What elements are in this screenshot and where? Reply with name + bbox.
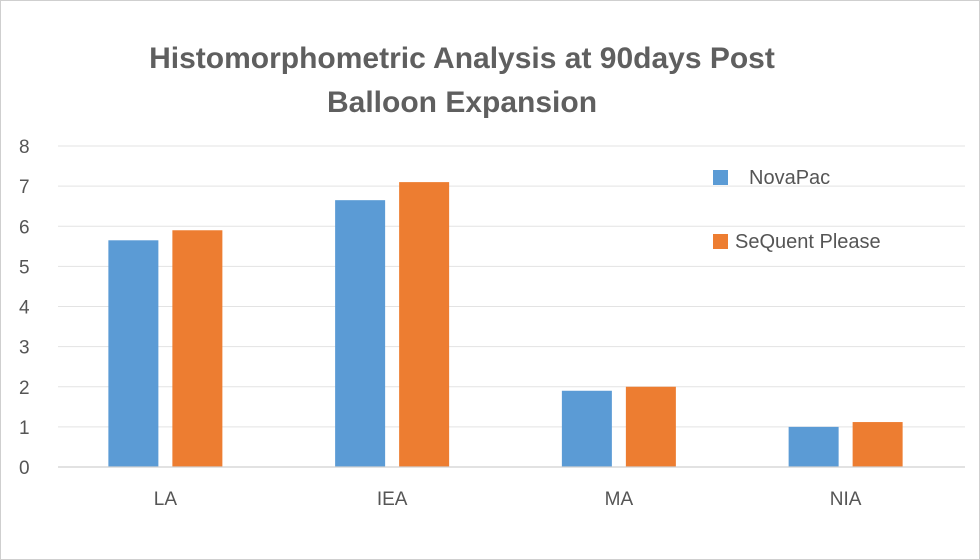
bar-la-novapac — [108, 240, 159, 467]
bar-nia-sequent-please — [852, 422, 903, 467]
y-tick-label: 5 — [19, 257, 30, 278]
x-axis-labels: LA IEA MA NIA — [154, 489, 862, 510]
chart-title-line-2: Balloon Expansion — [327, 86, 597, 119]
bars — [108, 182, 903, 468]
y-axis-ticks: 0 1 2 3 4 5 6 7 8 — [19, 137, 30, 479]
legend-label: SeQuent Please — [735, 231, 881, 253]
bar-iea-novapac — [335, 200, 386, 467]
bar-iea-sequent-please — [399, 182, 450, 468]
y-tick-label: 0 — [19, 458, 30, 479]
legend: NovaPac SeQuent Please — [713, 167, 881, 253]
bar-la-sequent-please — [172, 230, 223, 467]
x-tick-label: LA — [154, 489, 178, 510]
y-tick-label: 3 — [19, 338, 30, 359]
y-tick-label: 7 — [19, 177, 30, 198]
legend-swatch-novapac — [713, 170, 728, 185]
x-tick-label: MA — [605, 489, 634, 510]
bar-ma-novapac — [561, 390, 612, 467]
y-tick-label: 1 — [19, 418, 30, 439]
bar-nia-novapac — [788, 426, 839, 467]
y-tick-label: 4 — [19, 298, 30, 319]
chart-title: Histomorphometric Analysis at 90days Pos… — [149, 42, 775, 119]
legend-swatch-sequent-please — [713, 234, 728, 249]
chart-title-line-1: Histomorphometric Analysis at 90days Pos… — [149, 42, 775, 75]
y-tick-label: 8 — [19, 137, 30, 158]
x-tick-label: IEA — [377, 489, 408, 510]
x-tick-label: NIA — [830, 489, 862, 510]
y-tick-label: 6 — [19, 217, 30, 238]
y-tick-label: 2 — [19, 378, 30, 399]
bar-ma-sequent-please — [625, 386, 676, 467]
legend-label: NovaPac — [749, 167, 830, 189]
